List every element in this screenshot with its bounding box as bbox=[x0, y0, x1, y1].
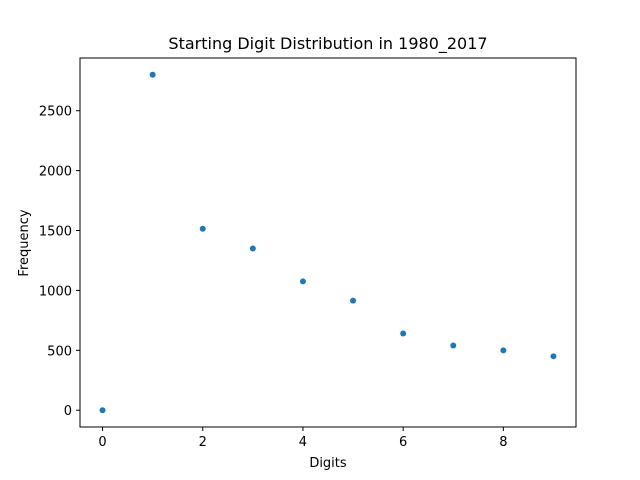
x-tick-label: 4 bbox=[299, 435, 307, 450]
data-point bbox=[249, 245, 256, 252]
y-tick-label: 2000 bbox=[39, 165, 72, 180]
data-point bbox=[149, 71, 156, 78]
x-tick-label: 0 bbox=[98, 435, 106, 450]
x-tick-label: 6 bbox=[399, 435, 407, 450]
data-points bbox=[99, 71, 557, 414]
data-point bbox=[500, 347, 507, 354]
y-axis: 0 500 1000 1500 2000 2500 bbox=[39, 105, 80, 419]
x-axis: 0 2 4 6 8 bbox=[98, 427, 507, 450]
data-point bbox=[550, 353, 557, 360]
x-axis-label: Digits bbox=[309, 456, 347, 471]
x-tick-label: 2 bbox=[199, 435, 207, 450]
data-point bbox=[299, 278, 306, 285]
chart-title: Starting Digit Distribution in 1980_2017 bbox=[168, 34, 487, 54]
data-point bbox=[450, 342, 457, 349]
plot-area-frame bbox=[79, 57, 577, 428]
data-point bbox=[199, 225, 206, 232]
y-tick-label: 1000 bbox=[39, 284, 72, 299]
x-tick-label: 8 bbox=[499, 435, 507, 450]
y-tick-label: 0 bbox=[64, 404, 72, 419]
data-point bbox=[400, 330, 407, 337]
data-point bbox=[350, 297, 357, 304]
y-axis-label: Frequency bbox=[17, 209, 32, 276]
y-tick-label: 500 bbox=[47, 344, 72, 359]
y-tick-label: 1500 bbox=[39, 225, 72, 240]
data-point bbox=[99, 407, 106, 414]
y-tick-label: 2500 bbox=[39, 105, 72, 120]
